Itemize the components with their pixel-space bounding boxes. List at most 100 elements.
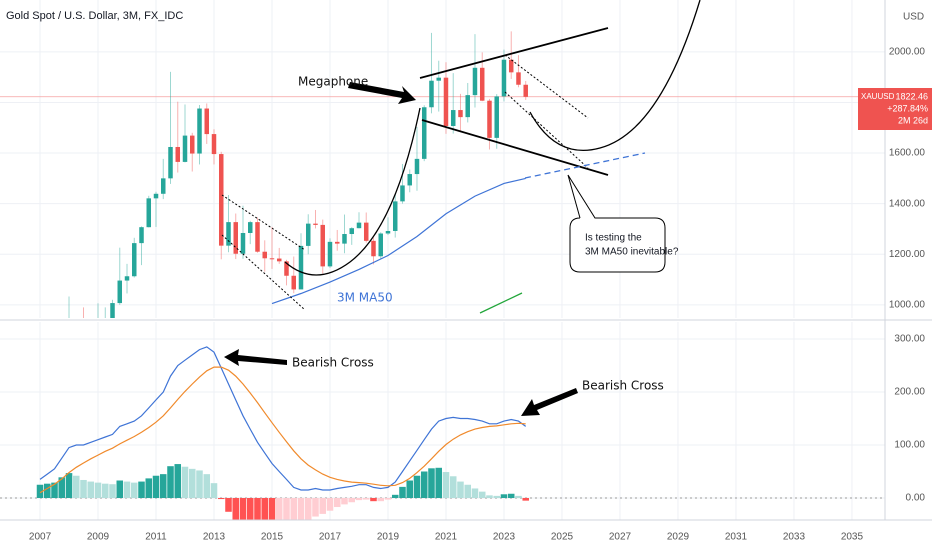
histogram-bar [196,470,203,498]
ma50-label: 3M MA50 [337,291,393,305]
x-tick-label: 2025 [551,532,574,543]
histogram-bar [391,494,399,498]
ma50-line [271,177,526,305]
histogram-bar [123,481,131,498]
candle-body [284,261,289,276]
candle-body [313,223,318,225]
cross-arrow-1 [224,349,287,366]
candle-body [226,222,231,246]
histogram-bar [138,481,145,498]
x-tick-label: 2029 [667,532,690,543]
megaphone-arrow [348,82,416,104]
megaphone-label: Megaphone [298,75,368,89]
y2-tick-label: 0.00 [906,493,926,504]
x-tick-label: 2017 [319,532,342,543]
candle-body [508,59,514,73]
candle-body [421,107,427,159]
candle-body [305,223,311,246]
callout-line: 3M MA50 inevitable? [585,247,679,258]
x-tick-label: 2007 [29,532,52,543]
histogram-bar [297,498,305,520]
candle-body [487,100,492,138]
candle-body [479,67,485,101]
histogram-bar [326,498,334,511]
histogram-bar [130,482,138,498]
candle-body [494,96,499,138]
histogram-bar [87,481,95,498]
signal-line [39,366,526,494]
candle-body [327,241,333,267]
y-tick-label: 1400.00 [889,198,926,209]
cross-arrow-2 [521,388,578,416]
candle-body [124,276,130,281]
histogram-bar [413,475,421,498]
histogram-bar [261,498,269,520]
candle-body [378,233,383,257]
candle-body [320,224,325,267]
x-tick-label: 2015 [261,532,284,543]
y2-tick-label: 200.00 [894,387,925,398]
histogram-bar [478,491,486,498]
candle-body [269,258,275,260]
histogram-bar [232,498,240,520]
histogram-bar [145,478,153,498]
candle-body [450,110,456,126]
histogram-bar [283,498,290,520]
histogram-bar [188,468,196,498]
histogram-bar [217,498,225,500]
x-tick-label: 2009 [87,532,110,543]
candle-body [298,245,304,290]
x-tick-label: 2035 [841,532,864,543]
green-line [479,292,523,314]
histogram-bar [73,475,80,498]
candle-body [349,228,354,235]
candle-body [523,84,528,97]
x-tick-label: 2011 [145,532,167,543]
histogram-bar [435,467,442,498]
histogram-bar [254,498,261,520]
histogram-bar [239,498,247,520]
histogram-bar [109,484,116,498]
countdown: 2M 26d [898,115,928,125]
histogram-bar [348,498,356,503]
histogram-bar [449,476,457,498]
histogram-bar [167,466,174,498]
candle-body [342,234,347,244]
candle-body [117,280,123,304]
candle-body [501,59,507,97]
x-tick-label: 2019 [377,532,400,543]
histogram-bar [500,494,508,498]
histogram-bar [290,498,298,520]
candle-body [429,80,434,108]
histogram-bar [377,498,384,502]
histogram-bar [181,466,189,498]
candle-body [146,198,152,228]
megaphone-lower [421,119,609,176]
histogram-bar [58,477,66,498]
histogram-bar [44,483,51,498]
cross-label: Bearish Cross [582,379,664,393]
candle-body [465,95,470,118]
candle-body [458,110,463,118]
histogram-bar [457,481,464,498]
candle-body [139,227,144,244]
histogram-bar [333,498,341,508]
x-tick-label: 2031 [725,532,748,543]
callout-line: Is testing the [585,233,642,244]
candle-body [168,146,173,179]
candle-body [190,135,195,154]
candle-body [363,222,369,241]
price-pane [0,31,885,318]
cup-curve [284,107,421,276]
arrows [224,82,578,416]
histogram-bar [65,473,73,498]
candle-body [392,201,398,231]
histogram-bar [159,474,167,498]
candle-body [197,108,202,154]
candle-body [334,241,340,244]
candle-body [248,222,253,233]
histogram-bar [203,474,211,498]
histogram-bar [275,498,283,520]
